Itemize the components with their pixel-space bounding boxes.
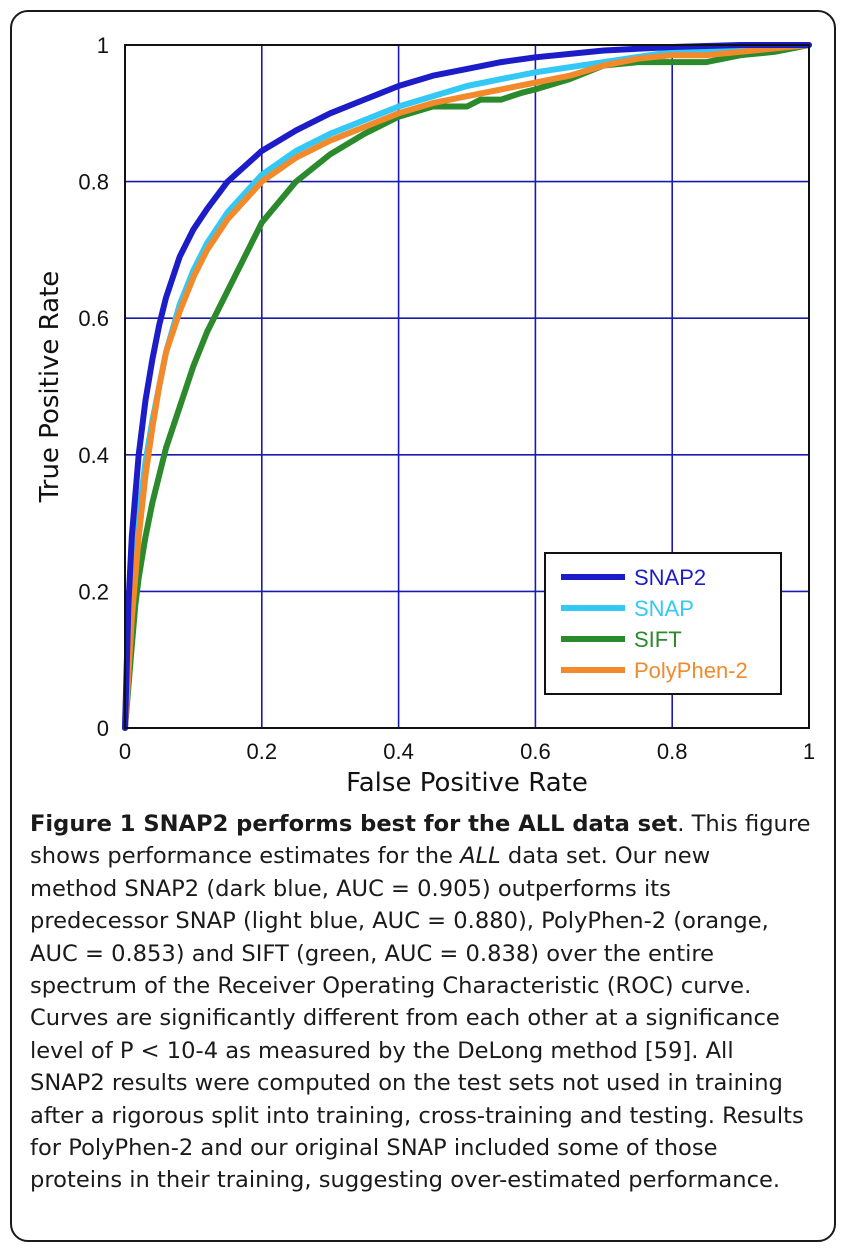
caption-line-1: Figure 1 SNAP2 performs best for the ALL… bbox=[30, 808, 830, 840]
x-axis-title: False Positive Rate bbox=[346, 768, 588, 798]
caption-text: SNAP2 results were computed on the test … bbox=[30, 1070, 783, 1097]
series-lines bbox=[122, 42, 812, 731]
caption-text: for PolyPhen-2 and our original SNAP inc… bbox=[30, 1135, 718, 1162]
series-line-polyphen-2 bbox=[122, 42, 812, 731]
caption-line: proteins in their training, suggesting o… bbox=[30, 1164, 830, 1196]
y-tick-label: 0.4 bbox=[78, 443, 109, 468]
legend-label: SNAP2 bbox=[634, 565, 706, 590]
caption-line: SNAP2 results were computed on the test … bbox=[30, 1067, 830, 1099]
caption-body: shows performance estimates for the ALL … bbox=[30, 840, 830, 1196]
caption-text: level of P < 10-4 as measured by the DeL… bbox=[30, 1037, 734, 1064]
caption-line: predecessor SNAP (light blue, AUC = 0.88… bbox=[30, 905, 830, 937]
caption-italic-text: ALL bbox=[460, 843, 501, 870]
caption-text: Curves are significantly different from … bbox=[30, 1005, 780, 1032]
x-tick-label: 0.6 bbox=[520, 739, 551, 764]
caption-text: data set. Our new bbox=[500, 843, 711, 870]
x-tick-label: 0.2 bbox=[247, 739, 278, 764]
caption-text: predecessor SNAP (light blue, AUC = 0.88… bbox=[30, 908, 769, 935]
x-tick-label: 0 bbox=[119, 739, 131, 764]
y-tick-label: 0 bbox=[97, 716, 109, 741]
caption-line: level of P < 10-4 as measured by the DeL… bbox=[30, 1035, 830, 1067]
caption-text: method SNAP2 (dark blue, AUC = 0.905) ou… bbox=[30, 875, 671, 902]
y-tick-label: 0.6 bbox=[78, 306, 109, 331]
caption-line: after a rigorous split into training, cr… bbox=[30, 1100, 830, 1132]
caption-text: spectrum of the Receiver Operating Chara… bbox=[30, 973, 752, 1000]
caption-text: AUC = 0.853) and SIFT (green, AUC = 0.83… bbox=[30, 940, 715, 967]
caption-line: AUC = 0.853) and SIFT (green, AUC = 0.83… bbox=[30, 938, 830, 970]
legend-label: PolyPhen-2 bbox=[634, 658, 748, 683]
legend-label: SIFT bbox=[634, 627, 682, 652]
roc-chart: 0 0.2 0.4 0.6 0.8 1 0 0.2 0.4 0.6 0.8 1 False Posit… bbox=[35, 33, 815, 798]
legend-label: SNAP bbox=[634, 596, 694, 621]
x-tick-label: 0.4 bbox=[383, 739, 414, 764]
y-tick-label: 0.8 bbox=[78, 170, 109, 195]
y-tick-label: 0.2 bbox=[78, 579, 109, 604]
caption-text: . This figure bbox=[677, 811, 811, 837]
caption-text: after a rigorous split into training, cr… bbox=[30, 1102, 804, 1129]
y-tick-label: 1 bbox=[97, 33, 109, 58]
x-tick-label: 1 bbox=[803, 739, 815, 764]
series-line-sift bbox=[122, 42, 812, 731]
tick-labels: 0 0.2 0.4 0.6 0.8 1 0 0.2 0.4 0.6 0.8 1 bbox=[78, 33, 815, 764]
figure-frame bbox=[10, 10, 836, 1242]
caption-line: for PolyPhen-2 and our original SNAP inc… bbox=[30, 1132, 830, 1164]
caption-line: Curves are significantly different from … bbox=[30, 1002, 830, 1034]
figure-caption: Figure 1 SNAP2 performs best for the ALL… bbox=[30, 808, 830, 1197]
caption-line: shows performance estimates for the ALL … bbox=[30, 840, 830, 872]
y-axis-title: True Positive Rate bbox=[35, 271, 65, 504]
caption-line: spectrum of the Receiver Operating Chara… bbox=[30, 970, 830, 1002]
legend: SNAP2 SNAP SIFT PolyPhen-2 bbox=[544, 552, 782, 695]
caption-title: Figure 1 SNAP2 performs best for the ALL… bbox=[30, 811, 678, 837]
caption-line: method SNAP2 (dark blue, AUC = 0.905) ou… bbox=[30, 873, 830, 905]
series-line-snap2 bbox=[122, 42, 812, 731]
caption-text: proteins in their training, suggesting o… bbox=[30, 1167, 781, 1194]
x-tick-label: 0.8 bbox=[657, 739, 688, 764]
plot-border bbox=[124, 44, 810, 729]
caption-text: shows performance estimates for the bbox=[30, 843, 461, 870]
